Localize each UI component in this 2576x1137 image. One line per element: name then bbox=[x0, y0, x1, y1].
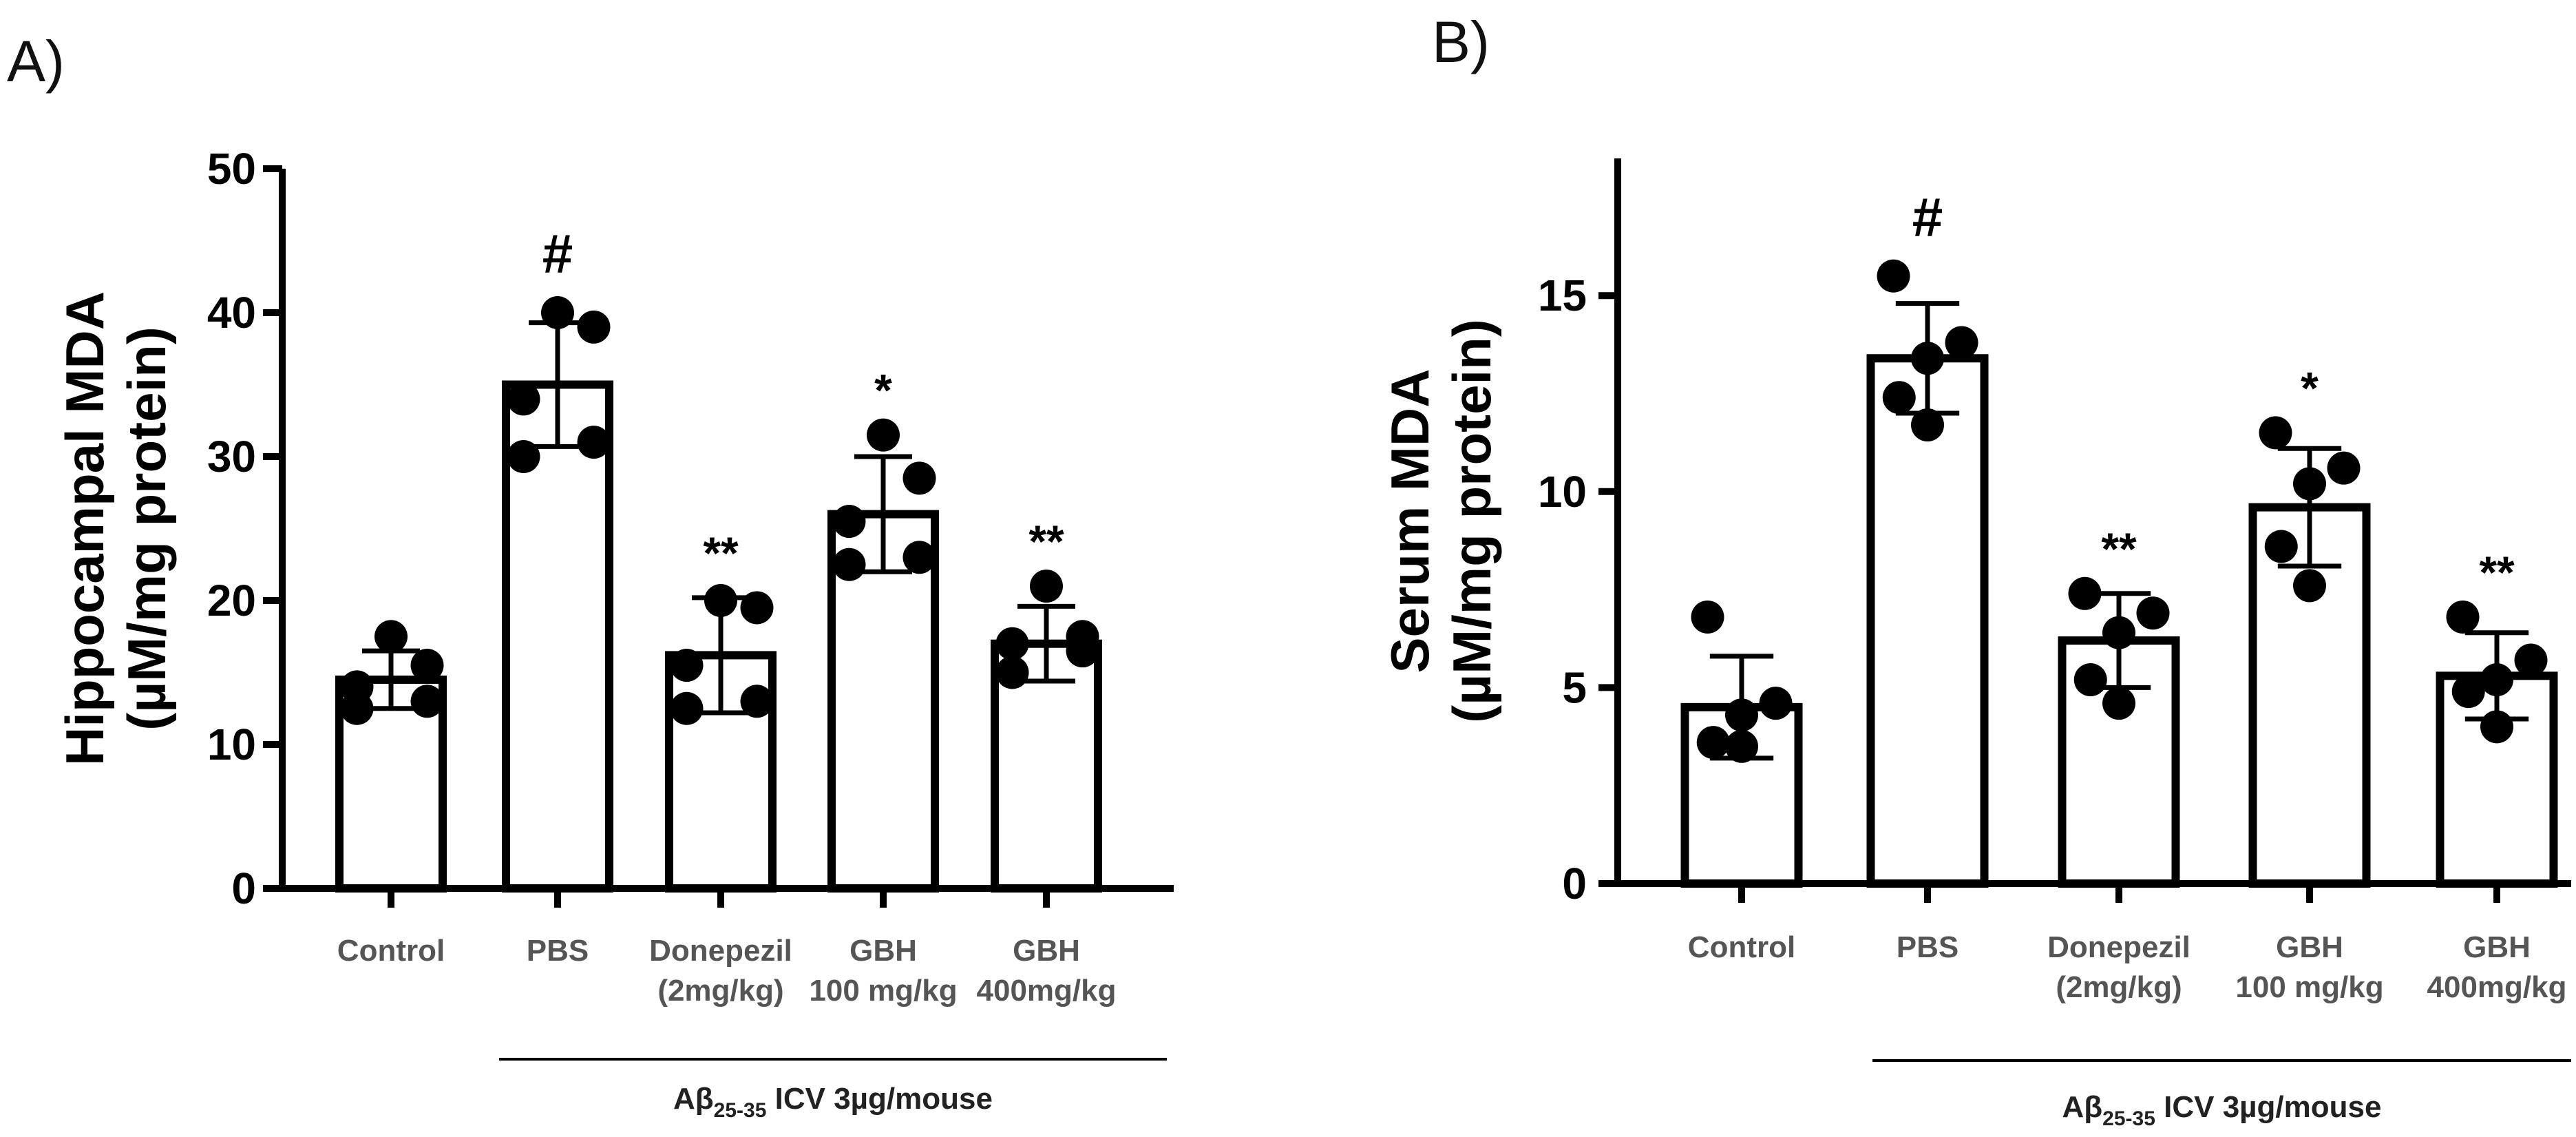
significance-marker: ** bbox=[1028, 516, 1064, 567]
data-point bbox=[2451, 675, 2485, 709]
y-tick-label: 30 bbox=[207, 432, 256, 481]
significance-marker: ** bbox=[2101, 523, 2137, 574]
x-tick-label: GBH bbox=[2276, 930, 2343, 964]
data-point bbox=[1945, 326, 1978, 359]
data-point bbox=[995, 627, 1029, 660]
data-point bbox=[1877, 259, 1910, 293]
data-point bbox=[507, 382, 540, 416]
data-point bbox=[410, 649, 444, 682]
x-tick-label: GBH bbox=[849, 934, 917, 968]
y-tick-label: 40 bbox=[207, 288, 256, 337]
data-point bbox=[2068, 576, 2102, 610]
data-point bbox=[2073, 663, 2107, 697]
y-axis-title-line: (µM/mg protein) bbox=[116, 326, 177, 731]
x-tick-label: GBH bbox=[2463, 930, 2531, 964]
significance-marker: * bbox=[2301, 362, 2319, 413]
data-point bbox=[670, 691, 704, 725]
significance-marker: ** bbox=[703, 528, 739, 578]
data-point bbox=[1030, 570, 1063, 603]
x-tick-label: Donepezil bbox=[649, 934, 792, 968]
data-point bbox=[1725, 729, 1758, 763]
data-point bbox=[867, 418, 900, 452]
data-point bbox=[2102, 687, 2135, 720]
group-label: Aβ25-35 ICV 3µg/mouse bbox=[673, 1082, 993, 1122]
y-tick-label: 20 bbox=[207, 576, 256, 625]
data-point bbox=[1882, 381, 1916, 415]
x-tick-label: 100 mg/kg bbox=[2235, 970, 2383, 1004]
significance-marker: * bbox=[874, 365, 892, 416]
data-point bbox=[410, 685, 444, 718]
data-point bbox=[374, 620, 408, 654]
x-tick-label: 400mg/kg bbox=[2427, 970, 2567, 1004]
y-tick-label: 50 bbox=[207, 144, 256, 194]
data-point bbox=[2259, 416, 2292, 450]
data-point bbox=[507, 440, 540, 473]
data-point bbox=[670, 649, 704, 682]
data-point bbox=[832, 547, 866, 581]
x-tick-label: 400mg/kg bbox=[977, 974, 1117, 1008]
data-point bbox=[704, 584, 737, 617]
y-tick-label: 10 bbox=[1538, 467, 1587, 517]
data-point bbox=[832, 505, 866, 539]
x-tick-label: Donepezil bbox=[2047, 930, 2190, 964]
group-label: Aβ25-35 ICV 3µg/mouse bbox=[2062, 1090, 2382, 1130]
data-point bbox=[902, 541, 936, 574]
y-tick-label: 15 bbox=[1538, 271, 1587, 320]
data-point bbox=[1759, 687, 1793, 720]
data-point bbox=[2136, 596, 2170, 630]
x-tick-label: GBH bbox=[1013, 934, 1080, 968]
data-point bbox=[1066, 634, 1099, 668]
significance-marker: # bbox=[542, 223, 573, 284]
panel-a: A) Hippocampal MDA (µM/mg protein) 0 10 20 30 4… bbox=[7, 29, 1174, 1122]
panel-b: B) Serum MDA (µM/mg protein) 0 5 10 15 Control #… bbox=[1380, 10, 2571, 1130]
x-tick-label: Control bbox=[337, 934, 445, 968]
x-tick-label: Control bbox=[1688, 930, 1795, 964]
data-point bbox=[340, 691, 374, 725]
data-point bbox=[541, 296, 574, 329]
x-tick-label: PBS bbox=[527, 934, 589, 968]
data-point bbox=[2264, 530, 2298, 563]
data-point bbox=[2327, 451, 2361, 485]
data-point bbox=[2293, 467, 2326, 501]
y-tick-label: 5 bbox=[1562, 663, 1587, 712]
data-point bbox=[2480, 710, 2513, 744]
data-point bbox=[1911, 408, 1944, 442]
x-tick-label: 100 mg/kg bbox=[809, 974, 957, 1008]
data-point bbox=[577, 426, 611, 459]
panel-label: A) bbox=[7, 29, 65, 94]
y-tick-label: 10 bbox=[207, 720, 256, 769]
data-point bbox=[2293, 569, 2326, 603]
data-point bbox=[2514, 643, 2548, 677]
data-point bbox=[1696, 726, 1730, 760]
y-axis-title-line: Serum MDA bbox=[1380, 368, 1440, 673]
data-point bbox=[740, 685, 774, 718]
data-point bbox=[995, 656, 1029, 689]
panel-label: B) bbox=[1432, 10, 1490, 74]
data-point bbox=[1911, 342, 1944, 375]
x-tick-label: (2mg/kg) bbox=[2056, 970, 2182, 1004]
significance-marker: ** bbox=[2479, 547, 2515, 598]
data-point bbox=[740, 591, 774, 625]
x-tick-label: (2mg/kg) bbox=[657, 974, 783, 1008]
y-axis-title-line: (µM/mg protein) bbox=[1442, 319, 1502, 723]
y-tick-label: 0 bbox=[1562, 859, 1587, 908]
data-point bbox=[2480, 663, 2513, 697]
data-point bbox=[2102, 616, 2135, 649]
x-tick-label: PBS bbox=[1897, 930, 1959, 964]
y-axis-title-line: Hippocampal MDA bbox=[54, 291, 115, 766]
data-point bbox=[902, 461, 936, 495]
data-point bbox=[1691, 600, 1724, 634]
significance-marker: # bbox=[1912, 187, 1943, 248]
data-point bbox=[2446, 600, 2480, 634]
data-point bbox=[577, 310, 611, 344]
y-tick-label: 0 bbox=[231, 864, 256, 913]
data-point bbox=[1725, 698, 1758, 732]
